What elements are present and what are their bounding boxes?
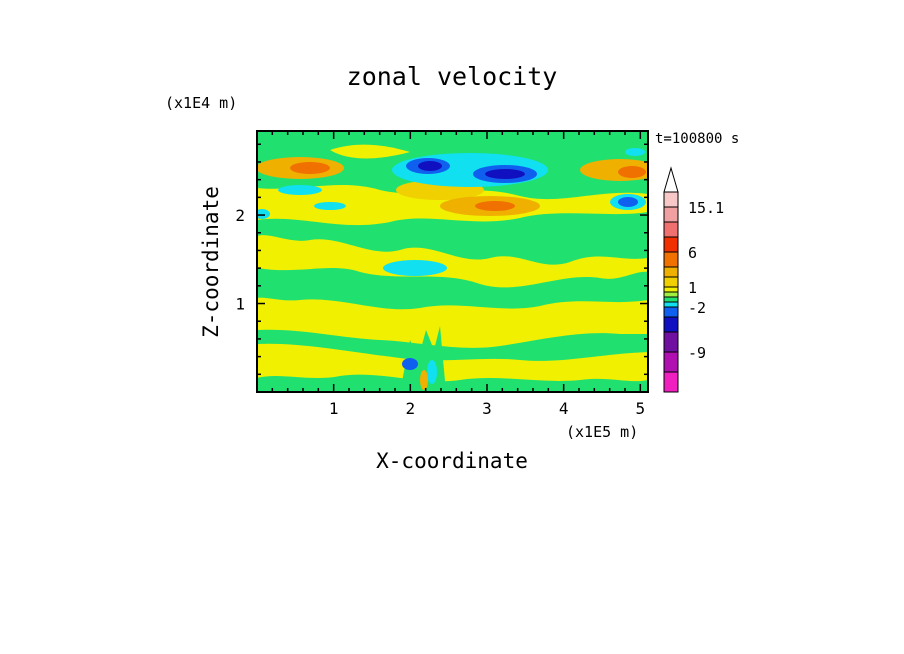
colorbar-box <box>663 371 679 393</box>
colorbar-box <box>663 251 679 268</box>
x-tick-labels: 1 2 3 4 5 <box>329 399 645 418</box>
contour-green-bottom <box>257 374 648 392</box>
y-axis-ticks <box>257 143 648 376</box>
contour-cyan-left <box>278 185 322 195</box>
contour-navy-jet-b <box>485 169 525 179</box>
contour-cyan-topright <box>625 148 645 156</box>
contour-red-left <box>290 162 330 174</box>
colorbar-box <box>663 331 679 353</box>
chart-title: zonal velocity <box>347 62 558 91</box>
colorbar <box>663 166 679 393</box>
y-tick-label: 1 <box>235 295 245 314</box>
x-axis-ticks <box>271 131 642 392</box>
colorbar-label: 1 <box>688 279 697 297</box>
x-axis-label: X-coordinate <box>376 449 528 473</box>
contour-mid-green <box>257 268 648 310</box>
x-tick-label: 4 <box>559 399 569 418</box>
contour-green-strip <box>257 329 648 361</box>
contour-yellow-patch <box>330 144 410 159</box>
contour-cyan-mid <box>383 260 447 276</box>
colorbar-box <box>663 306 679 318</box>
x-tick-label: 5 <box>636 399 646 418</box>
time-label: t=100800 s <box>655 131 739 147</box>
colorbar-box <box>663 296 679 303</box>
x-tick-label: 2 <box>406 399 416 418</box>
y-tick-label: 2 <box>235 206 245 225</box>
contour-surface-orange <box>420 370 428 390</box>
y-axis-label: Z-coordinate <box>199 186 223 338</box>
colorbar-box <box>663 316 679 333</box>
colorbar-box <box>663 266 679 278</box>
colorbar-box <box>663 286 679 293</box>
contour-red-center <box>475 201 515 211</box>
contour-navy-jet-a <box>418 161 442 171</box>
contour-surface-blue <box>402 358 418 370</box>
x-scale-label: (x1E5 m) <box>566 423 638 441</box>
contour-blue-right <box>618 197 638 207</box>
colorbar-box <box>663 206 679 223</box>
colorbar-label: -2 <box>688 299 706 317</box>
y-tick-labels: 12 <box>235 206 245 313</box>
colorbar-extend-arrow <box>663 166 679 193</box>
y-scale-label: (x1E4 m) <box>165 94 237 112</box>
colorbar-box <box>663 236 679 253</box>
colorbar-box <box>663 221 679 238</box>
x-tick-label: 3 <box>482 399 492 418</box>
colorbar-box <box>663 191 679 208</box>
colorbar-box <box>663 301 679 308</box>
colorbar-label: 6 <box>688 244 697 262</box>
contour-field <box>257 131 648 392</box>
colorbar-label: 15.1 <box>688 199 724 217</box>
colorbar-box <box>663 351 679 373</box>
x-tick-label: 1 <box>329 399 339 418</box>
contour-cyan-edge <box>257 209 270 219</box>
colorbar-box <box>663 291 679 298</box>
contour-cyan-small <box>314 202 346 210</box>
contour-surface-cyan <box>427 360 437 384</box>
colorbar-label: -9 <box>688 344 706 362</box>
contour-red-right <box>618 166 646 178</box>
colorbar-labels: 15.1 6 1 -2 -9 <box>688 199 724 362</box>
colorbar-box <box>663 276 679 288</box>
plot-frame <box>256 130 649 393</box>
